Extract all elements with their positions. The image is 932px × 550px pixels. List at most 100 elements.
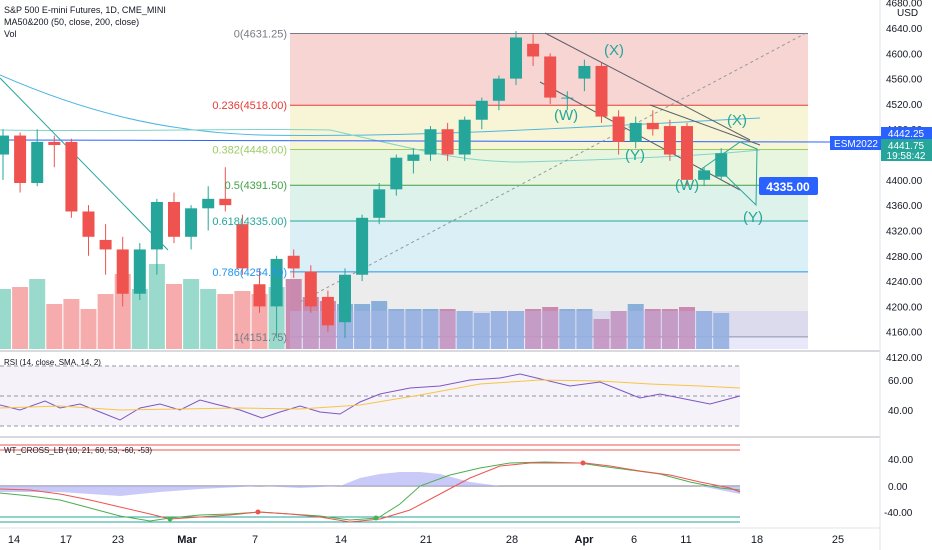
ma-indicator-label: MA50&200 (50, close, 200, close)	[4, 17, 139, 27]
currency-label: USD	[897, 8, 918, 19]
volume-bar	[576, 309, 593, 349]
rsi-tick-40: 40.00	[888, 406, 913, 417]
volume-bar	[131, 289, 148, 349]
volume-bar	[0, 289, 11, 349]
candle-body	[544, 56, 557, 98]
price-axis-tick: 4200.00	[886, 302, 923, 313]
candle-body	[458, 119, 471, 155]
candle-body	[65, 141, 78, 212]
wt-label: WT_CROSS_LB (10, 21, 60, 53, -60, -53)	[4, 446, 152, 455]
volume-bar	[542, 307, 559, 349]
fib-level-label: 0.382(4448.00)	[212, 144, 287, 156]
price-axis-tick: 4160.00	[886, 328, 923, 339]
ma50-line	[0, 128, 761, 163]
candle-body	[31, 141, 44, 184]
price-axis-tick: 4520.00	[886, 100, 923, 111]
time-axis-tick: 21	[420, 534, 432, 546]
candle-body	[168, 201, 180, 237]
fib-labels: 0(4631.25) 0.236(4518.00) 0.382(4448.00) 0.…	[212, 29, 287, 344]
time-axis-tick: 11	[680, 534, 691, 546]
price-axis[interactable]: 4120.00 4160.00 4200.00 4240.00 4280.00 4320.…	[886, 0, 923, 364]
candle-body	[527, 43, 540, 57]
volume-bar	[251, 294, 268, 349]
time-axis[interactable]: 14 17 23 Mar 7 14 21 28 Apr 6 11 18 25	[8, 534, 844, 546]
target-badge: 4335.00	[759, 177, 818, 195]
candle-body	[14, 135, 27, 184]
candle-body	[492, 78, 505, 101]
fib-level-label: 0.5(4391.50)	[225, 180, 287, 192]
price-axis-tick: 4240.00	[886, 277, 923, 288]
fib-level-label: 1(4151.75)	[234, 332, 287, 344]
candle-body	[424, 129, 437, 155]
candle-body	[681, 126, 693, 180]
price-axis-tick: 4400.00	[886, 176, 923, 187]
candle-body	[646, 122, 659, 130]
rsi-pane: RSI (14, close, SMA, 14, 2)	[0, 358, 741, 427]
wave-labels: (X) (W) (Y) (X) (W) (Y)	[554, 42, 763, 226]
candle-body	[441, 129, 454, 155]
candle-body	[475, 100, 488, 120]
volume-bar	[80, 309, 97, 349]
fib-retracement	[290, 33, 808, 338]
price-axis-tick: 4640.00	[886, 24, 923, 35]
volume-bar	[234, 291, 251, 349]
volume-bar	[29, 279, 46, 349]
time-axis-tick: 14	[8, 534, 20, 546]
volume-bar	[97, 294, 114, 349]
volume-bar	[217, 294, 234, 349]
volume-bar	[627, 304, 644, 349]
countdown-badge: 19:58:42	[887, 151, 926, 162]
candle-body	[253, 284, 266, 307]
time-axis-tick: Mar	[177, 534, 197, 546]
rsi-tick-60: 60.00	[888, 376, 913, 387]
wt-tick-0: 0.00	[888, 482, 908, 493]
candle-body	[629, 122, 642, 142]
time-axis-tick: 14	[335, 534, 347, 546]
candle-body	[48, 141, 61, 146]
chart-title: S&P 500 E-mini Futures, 1D, CME_MINI	[4, 5, 166, 15]
volume-bar	[148, 264, 165, 349]
target-badge-text: 4335.00	[766, 180, 810, 194]
price-axis-tick: 4560.00	[886, 75, 923, 86]
candle-body	[202, 198, 215, 209]
wave-label-x2: (X)	[727, 112, 747, 129]
candle-body	[270, 258, 283, 307]
volume-bar	[661, 309, 678, 349]
volume-bar	[679, 307, 695, 349]
time-axis-tick: 25	[832, 534, 844, 546]
last-price-badge: 4442.25	[888, 129, 925, 140]
time-axis-tick: 18	[751, 534, 763, 546]
early-trendline	[0, 77, 169, 251]
price-axis-tick: 4360.00	[886, 201, 923, 212]
channel-upper-line	[544, 32, 751, 141]
candle-body	[578, 65, 591, 79]
candle-body	[304, 271, 317, 307]
candle-body	[236, 224, 249, 269]
volume-bar	[508, 311, 524, 349]
price-axis-tick: 4600.00	[886, 49, 923, 60]
fib-band	[290, 185, 808, 221]
symbol-badge: ESM2022	[834, 139, 878, 150]
candle-body	[133, 249, 146, 294]
candle-body	[287, 255, 300, 269]
candle-body	[0, 135, 9, 155]
candle-body	[99, 239, 112, 250]
wt-histogram	[0, 472, 740, 496]
volume-bar	[473, 313, 490, 349]
fib-band	[290, 220, 808, 272]
wt-tick-40: 40.00	[888, 455, 913, 466]
candle-body	[82, 211, 95, 237]
candle-body	[595, 65, 608, 117]
second-price-badge: 4441.75	[888, 141, 925, 152]
wave-label-y1: (Y)	[625, 147, 645, 164]
volume-bar	[696, 311, 713, 349]
candle-body	[185, 208, 198, 237]
volume-bar	[644, 309, 661, 349]
candle-body	[321, 296, 334, 326]
wave-label-w2: (W)	[675, 177, 699, 194]
time-axis-tick: Apr	[575, 534, 595, 546]
volume-bar	[200, 289, 217, 349]
channel-right-line	[649, 104, 761, 146]
price-badges: ESM2022 4442.25 4441.75 19:58:42	[830, 127, 932, 162]
